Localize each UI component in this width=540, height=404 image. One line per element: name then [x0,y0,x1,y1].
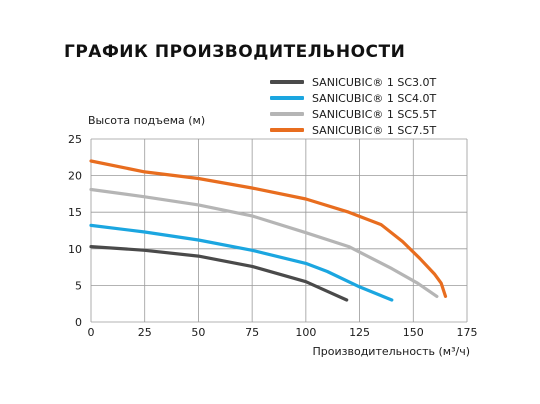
legend-label-sc4: SANICUBIC® 1 SC4.0T [312,91,437,105]
x-tick-label-150: 150 [403,326,424,339]
series-line-sc3 [89,245,349,302]
legend-swatch-sc5 [270,112,304,116]
legend-label-sc5: SANICUBIC® 1 SC5.5T [312,107,437,121]
y-tick-label-15: 15 [68,206,82,219]
x-tick-label-175: 175 [457,326,478,339]
legend-swatch-sc4 [270,96,304,100]
legend-item-sc5: SANICUBIC® 1 SC5.5T [270,106,436,122]
chart-title: ГРАФИК ПРОИЗВОДИТЕЛЬНОСТИ [64,42,406,62]
x-tick-label-50: 50 [191,326,205,339]
legend-item-sc3: SANICUBIC® 1 SC3.0T [270,74,436,90]
y-tick-label-10: 10 [68,243,82,256]
legend-label-sc7: SANICUBIC® 1 SC7.5T [312,123,437,137]
y-axis-label: Высота подъема (м) [88,114,205,127]
legend-swatch-sc7 [270,128,304,132]
x-axis-label: Производительность (м³/ч) [313,345,471,358]
y-tick-label-0: 0 [75,316,82,329]
y-tick-label-25: 25 [68,133,82,146]
x-tick-label-75: 75 [245,326,259,339]
x-tick-label-100: 100 [295,326,316,339]
y-tick-label-5: 5 [75,279,82,292]
x-tick-label-25: 25 [138,326,152,339]
x-tick-label-125: 125 [349,326,370,339]
y-tick-label-20: 20 [68,170,82,183]
series-line-sc5 [89,187,439,298]
legend-label-sc3: SANICUBIC® 1 SC3.0T [312,75,437,89]
x-tick-label-0: 0 [88,326,95,339]
legend-item-sc4: SANICUBIC® 1 SC4.0T [270,90,436,106]
grid-lines [90,138,468,323]
legend-swatch-sc3 [270,80,304,84]
series-line-sc4 [89,223,394,302]
chart-legend: SANICUBIC® 1 SC3.0T SANICUBIC® 1 SC4.0T … [270,74,436,138]
series-line-sc7 [89,159,448,298]
legend-item-sc7: SANICUBIC® 1 SC7.5T [270,122,436,138]
